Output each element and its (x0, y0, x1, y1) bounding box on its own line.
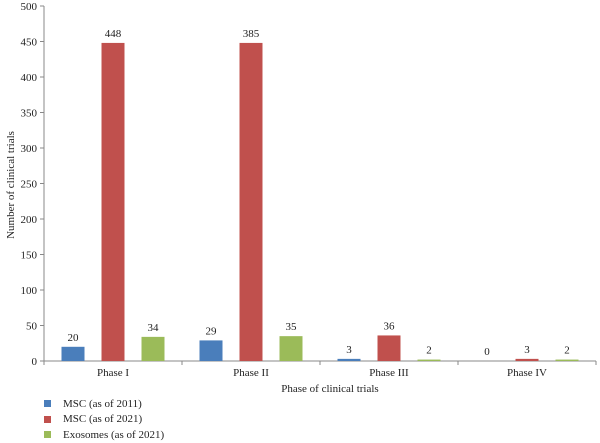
bar (101, 42, 125, 362)
y-tick-label: 450 (21, 37, 38, 49)
bar (377, 335, 401, 361)
data-label: 3 (346, 344, 352, 356)
legend-item: Exosomes (as of 2021) (44, 427, 164, 443)
legend-swatch (44, 415, 51, 423)
data-label: 36 (384, 320, 396, 332)
x-tick-label: Phase IV (507, 367, 547, 379)
y-axis-label: Number of clinical trials (5, 131, 17, 239)
bar (279, 336, 303, 361)
y-tick-label: 100 (21, 285, 38, 297)
legend-item: MSC (as of 2021) (44, 412, 164, 428)
bar (199, 340, 223, 361)
data-label: 2 (564, 345, 570, 357)
legend-label: MSC (as of 2011) (63, 397, 142, 410)
data-label: 29 (206, 325, 218, 337)
data-label: 385 (243, 28, 260, 40)
y-tick-label: 300 (21, 143, 38, 155)
y-tick-label: 250 (21, 179, 38, 191)
y-tick-label: 400 (21, 72, 38, 84)
x-axis-label: Phase of clinical trials (281, 383, 378, 395)
data-label: 3 (524, 344, 530, 356)
x-tick-label: Phase II (233, 367, 269, 379)
legend-label: Exosomes (as of 2021) (63, 428, 165, 441)
y-tick-label: 200 (21, 214, 38, 226)
legend: MSC (as of 2011) MSC (as of 2021) Exosomes… (44, 396, 164, 443)
legend-label: MSC (as of 2021) (63, 413, 143, 426)
legend-item: MSC (as of 2011) (44, 396, 164, 412)
bars (61, 42, 579, 362)
x-tick-label: Phase III (369, 367, 409, 379)
y-tick-label: 50 (26, 321, 38, 333)
bar (417, 359, 441, 361)
legend-swatch (44, 400, 51, 408)
bar (337, 358, 361, 361)
data-label: 20 (68, 332, 80, 344)
y-tick-label: 350 (21, 108, 38, 120)
data-label: 35 (286, 321, 298, 333)
data-label: 0 (484, 346, 490, 358)
x-axis: Phase I Phase II Phase III Phase IV (43, 360, 597, 379)
bar (61, 346, 85, 361)
y-axis: 0 50 100 150 200 250 300 350 400 450 500 (21, 1, 45, 368)
y-tick-label: 150 (21, 250, 38, 262)
bar (141, 336, 165, 361)
data-label: 448 (105, 28, 122, 40)
y-tick-label: 0 (32, 356, 38, 368)
data-label: 34 (148, 322, 160, 334)
bar (515, 358, 539, 361)
bar (555, 359, 579, 361)
data-label: 2 (426, 345, 432, 357)
bar (239, 42, 263, 362)
x-tick-label: Phase I (97, 367, 129, 379)
legend-swatch (44, 431, 51, 439)
y-tick-label: 500 (21, 1, 38, 13)
